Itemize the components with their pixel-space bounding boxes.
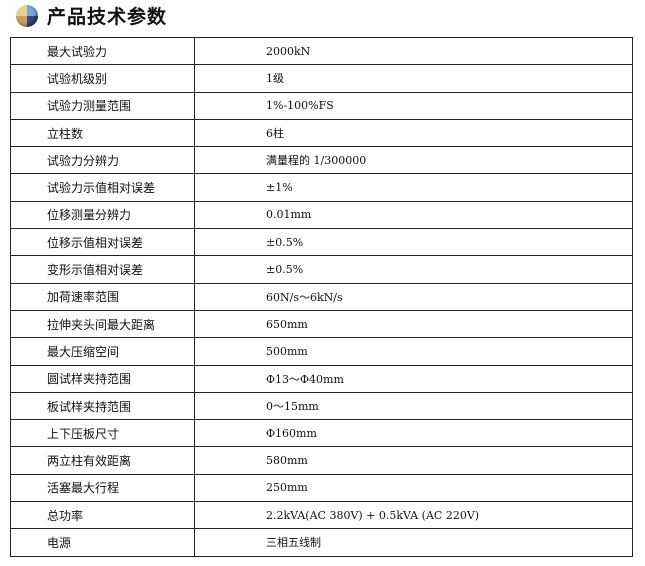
param-value: 0～15mm <box>194 391 633 421</box>
table-row: 最大压缩空间 500mm <box>10 337 633 366</box>
table-row: 上下压板尺寸 Φ160mm <box>10 419 633 448</box>
param-label: 板试样夹持范围 <box>10 391 195 421</box>
table-row: 加荷速率范围 60N/s～6kN/s <box>10 282 633 311</box>
param-label: 立柱数 <box>10 118 195 148</box>
param-label: 试验力示值相对误差 <box>10 173 195 202</box>
table-row: 试验力测量范围 1%-100%FS <box>10 91 633 120</box>
table-row: 位移测量分辨力 0.01mm <box>10 200 633 230</box>
param-value: 满量程的 1/300000 <box>194 146 633 175</box>
table-row: 位移示值相对误差 ±0.5% <box>10 228 633 257</box>
table-row: 板试样夹持范围 0～15mm <box>10 391 633 421</box>
table-row: 拉伸夹头间最大距离 650mm <box>10 309 633 339</box>
param-label: 两立柱有效距离 <box>10 446 195 475</box>
param-label: 最大压缩空间 <box>10 337 195 366</box>
param-value: 500mm <box>194 337 633 366</box>
table-row: 电源 三相五线制 <box>10 528 633 557</box>
param-value: 1%-100%FS <box>194 91 633 120</box>
param-label: 位移示值相对误差 <box>10 228 195 257</box>
section-header: 产品技术参数 <box>16 2 167 29</box>
param-value: 250mm <box>194 473 633 503</box>
param-value: ±0.5% <box>194 228 633 257</box>
param-label: 试验力测量范围 <box>10 91 195 120</box>
param-value: 60N/s～6kN/s <box>194 282 633 311</box>
param-label: 圆试样夹持范围 <box>10 364 195 393</box>
page-title: 产品技术参数 <box>47 6 168 28</box>
param-value: 0.01mm <box>194 200 633 230</box>
param-value: 6柱 <box>194 118 633 148</box>
table-row: 活塞最大行程 250mm <box>10 473 633 503</box>
param-value: 580mm <box>194 446 633 475</box>
param-label: 活塞最大行程 <box>10 473 195 503</box>
param-label: 最大试验力 <box>10 36 195 66</box>
param-value: Φ160mm <box>194 419 633 448</box>
table-row: 两立柱有效距离 580mm <box>10 446 633 475</box>
param-value: 650mm <box>194 309 633 339</box>
param-value: 三相五线制 <box>194 528 633 557</box>
table-row: 总功率 2.2kVA(AC 380V) + 0.5kVA (AC 220V) <box>10 501 633 530</box>
param-label: 试验机级别 <box>10 64 195 93</box>
param-label: 试验力分辨力 <box>10 146 195 175</box>
table-row: 最大试验力 2000kN <box>10 36 633 66</box>
param-label: 电源 <box>10 528 195 557</box>
table-row: 立柱数 6柱 <box>10 118 633 148</box>
table-row: 试验力分辨力 满量程的 1/300000 <box>10 146 633 175</box>
table-row: 圆试样夹持范围 Φ13～Φ40mm <box>10 364 633 393</box>
table-row: 试验机级别 1级 <box>10 64 633 93</box>
table-row: 试验力示值相对误差 ±1% <box>10 173 633 202</box>
param-label: 变形示值相对误差 <box>10 255 195 284</box>
multicolor-ball-icon <box>16 4 38 27</box>
param-value: 2000kN <box>194 36 633 66</box>
param-value: ±0.5% <box>194 255 633 284</box>
param-label: 上下压板尺寸 <box>10 419 195 448</box>
table-row: 变形示值相对误差 ±0.5% <box>10 255 633 284</box>
param-label: 总功率 <box>10 501 195 530</box>
param-label: 位移测量分辨力 <box>10 200 195 230</box>
param-label: 拉伸夹头间最大距离 <box>10 309 195 339</box>
param-label: 加荷速率范围 <box>10 282 195 311</box>
spec-table: 最大试验力 2000kN 试验机级别 1级 试验力测量范围 1%-100%FS 立柱数 6柱试… <box>10 36 633 557</box>
param-value: 1级 <box>194 64 633 93</box>
param-value: 2.2kVA(AC 380V) + 0.5kVA (AC 220V) <box>194 501 633 530</box>
param-value: ±1% <box>194 173 633 202</box>
param-value: Φ13～Φ40mm <box>194 364 633 393</box>
